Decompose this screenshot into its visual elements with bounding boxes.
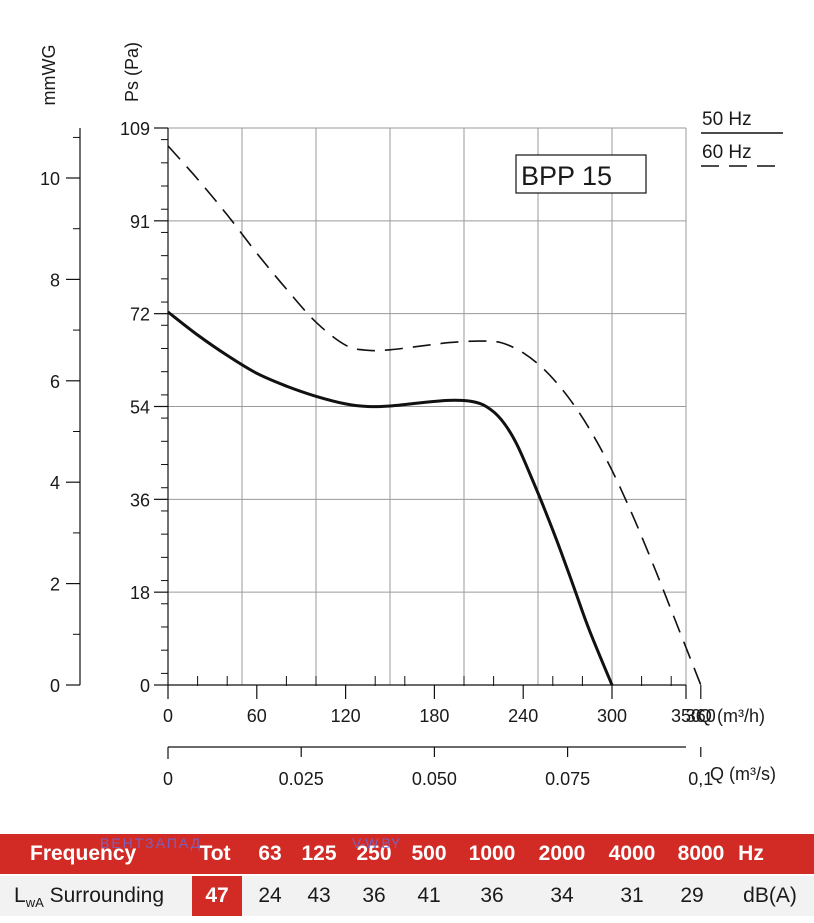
x-tick-label: 180: [419, 706, 449, 726]
x2-axis-title: Q (m³/s): [710, 764, 776, 784]
lwa-value-1000: 36: [480, 884, 504, 907]
mmwg-tick-label: 8: [50, 270, 60, 290]
lwa-value-500: 41: [417, 884, 441, 907]
freq-header-2000: 2000: [538, 842, 586, 865]
lwa-value-2000: 34: [550, 884, 574, 907]
freq-header-1000: 1000: [468, 842, 516, 865]
mmwg-tick-label: 4: [50, 473, 60, 493]
sound-power-table: Frequency Tot 63 125 250 500 1000 2000 4…: [0, 834, 814, 917]
x2-tick-label: 0.050: [412, 769, 457, 789]
mmwg-tick-label: 0: [50, 676, 60, 696]
pa-tick-label: 0: [140, 676, 150, 696]
x-axis-title: Q (m³/h): [698, 706, 765, 726]
lwa-label-rest: Surrounding: [43, 884, 164, 907]
pa-axis-title: Ps (Pa): [122, 42, 142, 102]
x-tick-label: 360: [686, 706, 716, 726]
x-tick-label: 0: [163, 706, 173, 726]
freq-header-tot: Tot: [199, 842, 231, 865]
x2-tick-label: 0.075: [545, 769, 590, 789]
model-label: BPP 15: [521, 161, 612, 191]
mmwg-tick-label: 6: [50, 372, 60, 392]
lwa-label: LwA Surrounding: [14, 876, 194, 916]
pa-tick-label: 91: [130, 212, 150, 232]
x2-tick-label: 0,1: [688, 769, 713, 789]
x2-tick-label: 0: [163, 769, 173, 789]
frequency-unit: Hz: [738, 842, 764, 865]
mmwg-tick-label: 2: [50, 575, 60, 595]
mmwg-axis-title: mmWG: [39, 45, 59, 106]
x-tick-label: 60: [247, 706, 267, 726]
freq-header-8000: 8000: [677, 842, 725, 865]
x-tick-label: 240: [508, 706, 538, 726]
lwa-label-sub: wA: [25, 895, 44, 910]
x-tick-label: 350: [671, 706, 701, 726]
pa-tick-label: 36: [130, 490, 150, 510]
x2-tick-label: 0.025: [279, 769, 324, 789]
freq-header-125: 125: [301, 842, 337, 865]
lwa-row: LwA Surrounding 47 24 43 36 41 36 34 31 …: [0, 876, 814, 916]
freq-header-4000: 4000: [608, 842, 656, 865]
legend-60hz-label: 60 Hz: [702, 142, 752, 163]
performance-chart: 0 18 36 54 72 91 109 0 2 4 6 8 10 mmWG Ps (Pa) 0 60 120 18…: [39, 42, 783, 789]
frequency-header-row: Frequency Tot 63 125 250 500 1000 2000 4…: [0, 834, 814, 874]
legend-50hz-label: 50 Hz: [702, 109, 752, 130]
lwa-value-8000: 29: [680, 884, 704, 907]
freq-header-250: 250: [356, 842, 392, 865]
frequency-label: Frequency: [30, 842, 137, 865]
lwa-total: 47: [192, 876, 242, 916]
pa-tick-label: 54: [130, 398, 150, 418]
freq-header-63: 63: [258, 842, 282, 865]
watermark-text-left: ВЕНТЗАПАД: [100, 835, 203, 851]
model-label-box: [515, 154, 647, 194]
x-tick-label: 120: [331, 706, 361, 726]
lwa-value-125: 43: [307, 884, 331, 907]
x-tick-label: 300: [597, 706, 627, 726]
pa-tick-label: 18: [130, 583, 150, 603]
lwa-value-250: 36: [362, 884, 386, 907]
lwa-unit: dB(A): [743, 884, 797, 907]
lwa-label-main: L: [14, 884, 26, 907]
curve-60hz: [167, 145, 702, 686]
pa-tick-label: 109: [120, 119, 150, 139]
watermark-text-right: V-W.BY: [352, 835, 401, 851]
curve-50hz: [167, 310, 614, 686]
lwa-value-4000: 31: [620, 884, 644, 907]
mmwg-tick-label: 10: [40, 169, 60, 189]
pa-tick-label: 72: [130, 305, 150, 325]
freq-header-500: 500: [411, 842, 447, 865]
lwa-value-63: 24: [258, 884, 282, 907]
